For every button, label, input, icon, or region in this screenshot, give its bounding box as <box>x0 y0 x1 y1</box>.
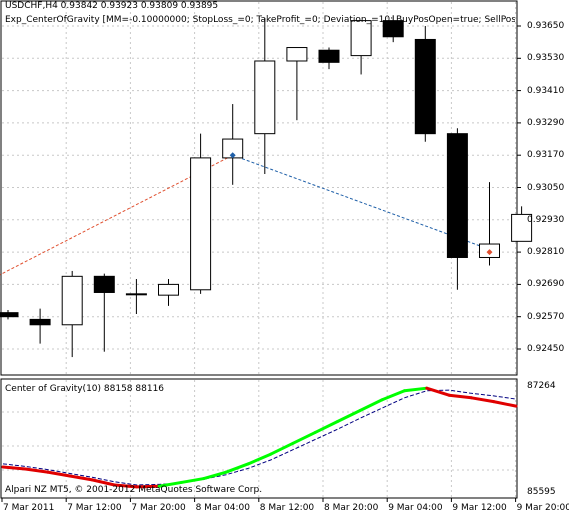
cog-line-up-segment <box>269 441 295 456</box>
candle[interactable] <box>93 273 115 352</box>
candle[interactable] <box>190 133 212 294</box>
time-label: 8 Mar 04:00 <box>195 503 250 513</box>
cog-line-down-segment <box>1 465 27 471</box>
candle[interactable] <box>350 20 372 75</box>
cog-line-down-segment <box>68 474 94 482</box>
buy-trade-line <box>0 154 233 276</box>
cog-line-down-segment <box>23 467 50 474</box>
price-label: 0.92690 <box>527 279 565 290</box>
candle[interactable] <box>286 47 308 121</box>
cog-line-up-segment <box>380 389 406 402</box>
price-label: 0.92450 <box>527 344 565 354</box>
price-label: 0.93290 <box>527 117 565 128</box>
price-label: 0.93650 <box>527 21 565 31</box>
bear-candle-body <box>414 38 436 135</box>
sell-arrow-icon <box>486 249 493 256</box>
candle[interactable] <box>414 26 436 142</box>
bear-candle-body <box>29 318 51 326</box>
bull-candle-body <box>158 283 179 296</box>
price-label: 0.92570 <box>527 311 565 322</box>
bear-candle-body <box>318 49 340 63</box>
candle[interactable] <box>222 104 244 185</box>
cog-line-down-segment <box>113 483 139 489</box>
symbol-info: USDCHF,H4 0.93842 0.93923 0.93809 0.9389… <box>5 1 219 11</box>
expert-advisor-label: Exp_CenterOfGravity [MM=-0.10000000; Sto… <box>5 15 515 25</box>
copyright-label: Alpari NZ MT5, © 2001-2012 MetaQuotes So… <box>5 485 263 495</box>
time-label: 7 Mar 2011 <box>3 503 55 513</box>
cog-line-down-segment <box>425 386 451 397</box>
cog-line-up-segment <box>313 420 340 434</box>
time-label: 9 Mar 12:00 <box>452 503 507 513</box>
candle[interactable] <box>0 309 19 320</box>
cog-line-down-segment <box>447 393 473 400</box>
bull-candle-body <box>190 157 212 291</box>
candle[interactable] <box>254 17 276 175</box>
price-label: 0.93530 <box>527 53 565 64</box>
indicator-lines <box>1 386 518 489</box>
time-label: 8 Mar 12:00 <box>259 503 315 513</box>
price-label: 0.93170 <box>527 150 565 161</box>
candle[interactable] <box>511 206 533 242</box>
buy-arrow-icon <box>229 152 236 159</box>
bear-candle-body <box>382 20 404 38</box>
price-label: 0.93410 <box>527 85 565 96</box>
cog-line-up-segment <box>224 462 250 474</box>
candle[interactable] <box>446 128 468 290</box>
time-label: 8 Mar 20:00 <box>324 503 379 513</box>
time-label: 7 Mar 20:00 <box>131 503 186 513</box>
time-label: 9 Mar 04:00 <box>388 503 443 513</box>
bull-candle-body <box>254 60 276 135</box>
price-label: 0.92810 <box>527 247 565 258</box>
candle[interactable] <box>382 15 404 43</box>
candle[interactable] <box>125 279 147 315</box>
candle[interactable] <box>61 270 83 358</box>
cog-line-up-segment <box>336 409 362 424</box>
bull-candle-body <box>286 47 308 62</box>
trade-markers <box>229 152 493 256</box>
bear-candle-body <box>446 133 468 258</box>
candle[interactable] <box>158 279 179 306</box>
cog-line-up-segment <box>202 470 228 481</box>
candle[interactable] <box>29 308 51 344</box>
bull-candle-body <box>511 213 533 242</box>
price-label: 0.92930 <box>527 214 565 225</box>
candles[interactable] <box>0 15 533 358</box>
cog-line-up-segment <box>358 398 384 413</box>
trade-lines <box>0 154 490 276</box>
cog-line-up-segment <box>291 430 317 445</box>
price-label: 0.93050 <box>527 182 565 193</box>
candle[interactable] <box>318 47 340 70</box>
bear-candle-body <box>0 312 19 318</box>
cog-line-up-segment <box>157 480 183 488</box>
cog-line-down-segment <box>135 484 161 489</box>
time-label: 9 Mar 20:00 <box>516 503 569 513</box>
bull-candle-body <box>125 293 147 296</box>
time-label: 7 Mar 12:00 <box>67 503 122 513</box>
bear-candle-body <box>93 275 115 293</box>
cog-line-down-segment <box>90 478 117 487</box>
cog-line-up-segment <box>402 386 429 393</box>
cog-line-up-segment <box>246 452 273 466</box>
indicator-label: Center of Gravity(10) 88158 88116 <box>5 384 165 394</box>
cog-line-down-segment <box>492 400 518 408</box>
bull-candle-body <box>61 275 83 326</box>
bull-candle-body <box>350 20 372 57</box>
indicator-top-value: 87264 <box>527 381 556 391</box>
cog-line-up-segment <box>179 477 206 484</box>
indicator-bottom-value: 85595 <box>527 487 556 497</box>
cog-line-down-segment <box>469 396 496 404</box>
cog-line-down-segment <box>46 470 72 478</box>
sell-trade-line <box>232 154 490 250</box>
